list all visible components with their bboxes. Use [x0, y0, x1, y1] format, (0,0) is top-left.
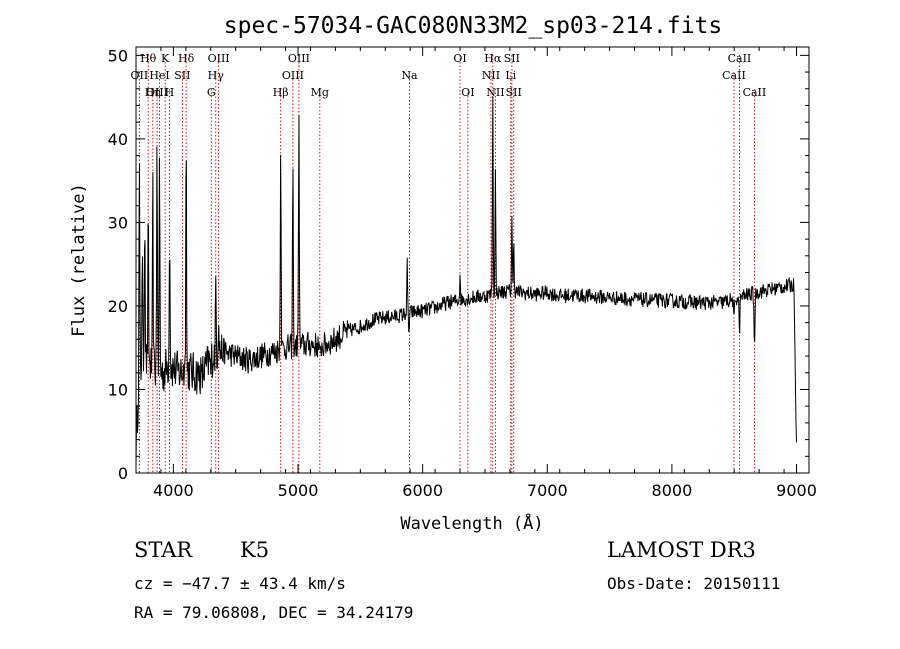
line-marker-label: Hδ	[178, 52, 195, 65]
x-tick-label: 4000	[153, 481, 194, 500]
y-tick-label: 40	[108, 130, 128, 149]
line-marker-label: Na	[401, 69, 418, 82]
line-marker-label: OI	[453, 52, 466, 65]
y-tick-label: 20	[108, 297, 128, 316]
line-marker-label: OIII	[208, 52, 230, 65]
x-tick-label: 6000	[402, 481, 443, 500]
line-marker-label: SII	[506, 86, 522, 99]
spectrum-layer	[135, 96, 797, 466]
line-markers: OIIHθHηOIIIHeIKHSIIHδGHγOIIIHβOIIIOIIIMg…	[131, 52, 767, 473]
spectrum-chart: spec-57034-GAC080N33M2_sp03-214.fits OII…	[69, 13, 817, 534]
y-tick-label: 50	[108, 46, 128, 65]
line-marker-label: CaII	[743, 86, 767, 99]
x-axis-label: Wavelength (Å)	[400, 512, 543, 534]
line-marker-label: NII	[486, 86, 504, 99]
x-tick-label: 8000	[652, 481, 693, 500]
axes: 4000 5000 6000 7000 8000 9000 0 10 20 30 40 50	[108, 46, 817, 500]
line-marker-label: OII	[131, 69, 149, 82]
line-marker-label: Hθ	[140, 52, 157, 65]
plot-frame	[135, 46, 810, 474]
line-marker-label: OIII	[146, 86, 168, 99]
object-subclass: K5	[240, 538, 270, 562]
spectrum-line	[135, 96, 797, 466]
line-marker-label: Hα	[484, 52, 502, 65]
line-marker-label: Hβ	[273, 86, 289, 99]
obs-date: Obs-Date: 20150111	[607, 574, 781, 593]
x-tick-label: 9000	[776, 481, 817, 500]
line-marker-label: OIII	[288, 52, 310, 65]
line-marker-label: H	[165, 86, 175, 99]
line-marker-label: Mg	[311, 86, 329, 99]
line-marker-label: NII	[482, 69, 500, 82]
line-marker-label: G	[207, 86, 216, 99]
line-marker-label: CaII	[728, 52, 752, 65]
line-marker-label: SII	[504, 52, 520, 65]
redshift-text: cz = −47.7 ± 43.4 km/s	[134, 574, 346, 593]
y-axis-label: Flux (relative)	[69, 183, 89, 337]
line-marker-label: CaII	[722, 69, 746, 82]
chart-title: spec-57034-GAC080N33M2_sp03-214.fits	[224, 13, 723, 39]
line-marker-label: Hγ	[208, 69, 225, 82]
line-marker-label: K	[161, 52, 170, 65]
line-marker-label: Li	[505, 69, 516, 82]
line-marker-label: OI	[461, 86, 474, 99]
line-marker-label: OIII	[282, 69, 304, 82]
line-marker-label: HeI	[149, 69, 169, 82]
x-tick-label: 5000	[278, 481, 319, 500]
x-tick-label: 7000	[527, 481, 568, 500]
object-class: STAR	[134, 538, 193, 562]
survey-name: LAMOST DR3	[607, 538, 756, 562]
coordinates: RA = 79.06808, DEC = 34.24179	[134, 603, 414, 622]
y-tick-label: 10	[108, 380, 128, 399]
y-tick-label: 0	[118, 464, 128, 483]
y-tick-label: 30	[108, 213, 128, 232]
line-marker-label: SII	[174, 69, 190, 82]
